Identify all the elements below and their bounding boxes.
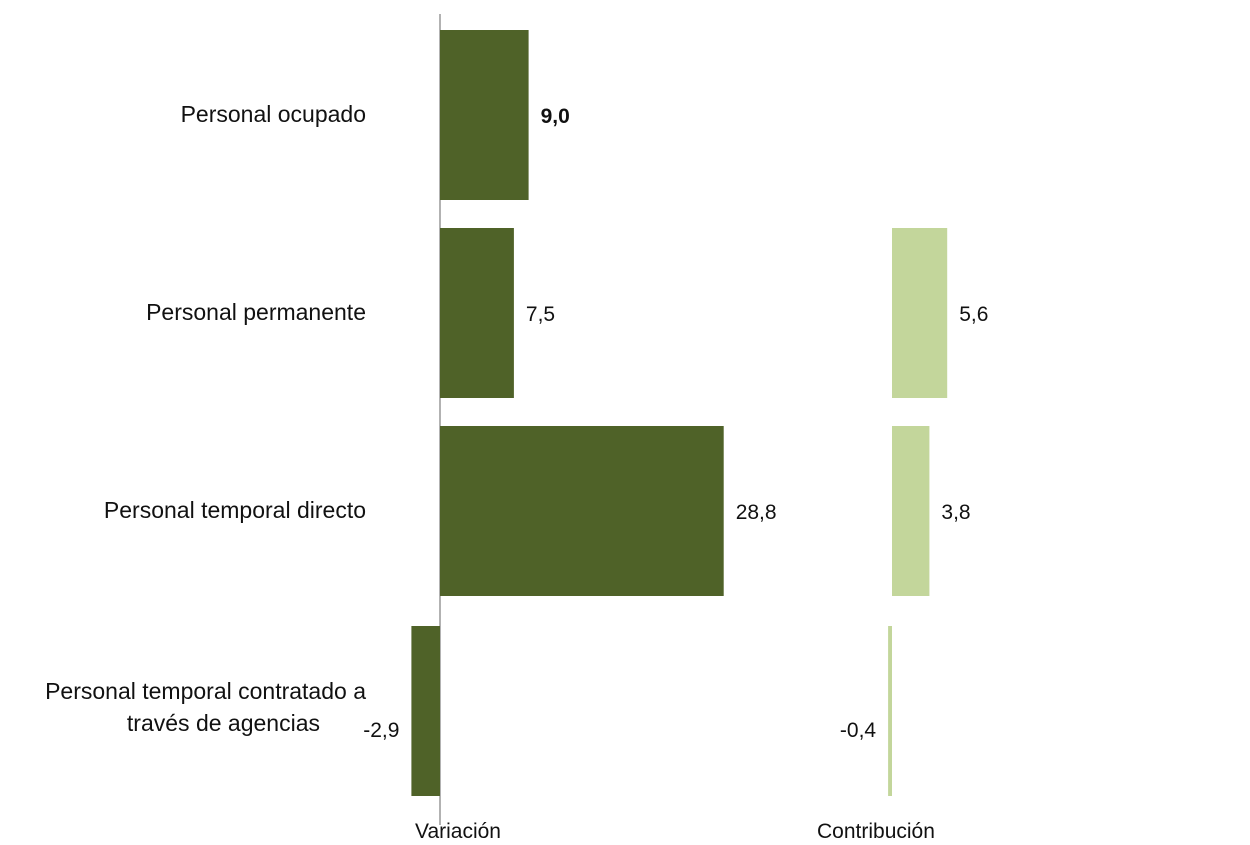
variacion-bar-3 [440,426,724,596]
variacion-value-label-1: 9,0 [541,105,570,128]
contribucion-value-label-2: 5,6 [959,303,988,326]
category-label-line: Personal ocupado [180,101,366,127]
contribucion-bar-2 [892,228,948,398]
category-label-line: Personal temporal directo [103,497,366,523]
variacion-bar-4 [411,626,440,796]
category-label-2: Personal permanente [0,296,366,328]
variacion-bar-1 [440,30,529,200]
contribucion-value-label-3: 3,8 [941,501,970,524]
contribucion-value-label-4: -0,4 [840,719,877,742]
contribucion-bar-4 [888,626,892,796]
category-label-4: Personal temporal contratado a través de … [0,675,366,739]
variacion-value-label-3: 28,8 [736,501,777,524]
category-label-line: Personal temporal contratado a [45,678,366,704]
variacion-value-label-2: 7,5 [526,303,555,326]
variacion-bar-2 [440,228,514,398]
category-label-line: Personal permanente [146,299,366,325]
category-label-3: Personal temporal directo [0,494,366,526]
contribucion-bar-3 [892,426,930,596]
panel-label-contribucion: Contribución [817,820,935,843]
category-label-1: Personal ocupado [0,98,366,130]
panel-label-variacion: Variación [415,820,501,843]
variacion-value-label-4: -2,9 [363,719,399,742]
category-label-line: través de agencias [126,710,320,736]
